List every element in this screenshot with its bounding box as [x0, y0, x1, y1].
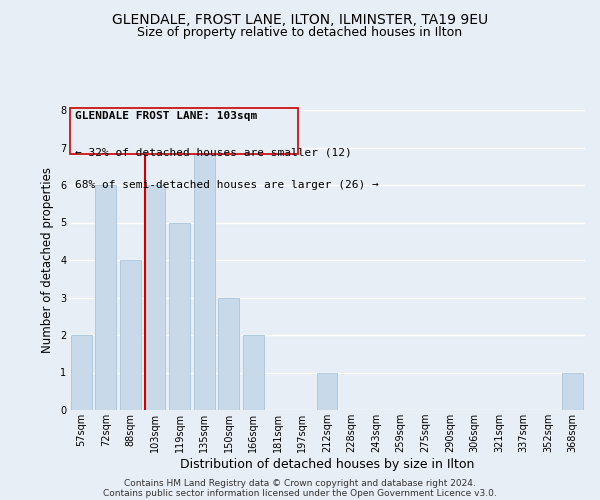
Bar: [243, 335, 264, 410]
Text: GLENDALE FROST LANE: 103sqm: GLENDALE FROST LANE: 103sqm: [76, 111, 257, 121]
Text: ← 32% of detached houses are smaller (12): ← 32% of detached houses are smaller (12…: [76, 147, 352, 157]
FancyBboxPatch shape: [70, 108, 298, 154]
Y-axis label: Number of detached properties: Number of detached properties: [41, 167, 55, 353]
Bar: [218, 298, 239, 410]
Bar: [71, 335, 92, 410]
Bar: [120, 260, 141, 410]
Text: 68% of semi-detached houses are larger (26) →: 68% of semi-detached houses are larger (…: [76, 180, 379, 190]
Text: Size of property relative to detached houses in Ilton: Size of property relative to detached ho…: [137, 26, 463, 39]
Bar: [169, 222, 190, 410]
Bar: [95, 185, 116, 410]
X-axis label: Distribution of detached houses by size in Ilton: Distribution of detached houses by size …: [180, 458, 474, 471]
Bar: [194, 148, 215, 410]
Bar: [562, 372, 583, 410]
Text: Contains public sector information licensed under the Open Government Licence v3: Contains public sector information licen…: [103, 488, 497, 498]
Bar: [317, 372, 337, 410]
Text: GLENDALE, FROST LANE, ILTON, ILMINSTER, TA19 9EU: GLENDALE, FROST LANE, ILTON, ILMINSTER, …: [112, 12, 488, 26]
Text: Contains HM Land Registry data © Crown copyright and database right 2024.: Contains HM Land Registry data © Crown c…: [124, 478, 476, 488]
Bar: [145, 185, 166, 410]
